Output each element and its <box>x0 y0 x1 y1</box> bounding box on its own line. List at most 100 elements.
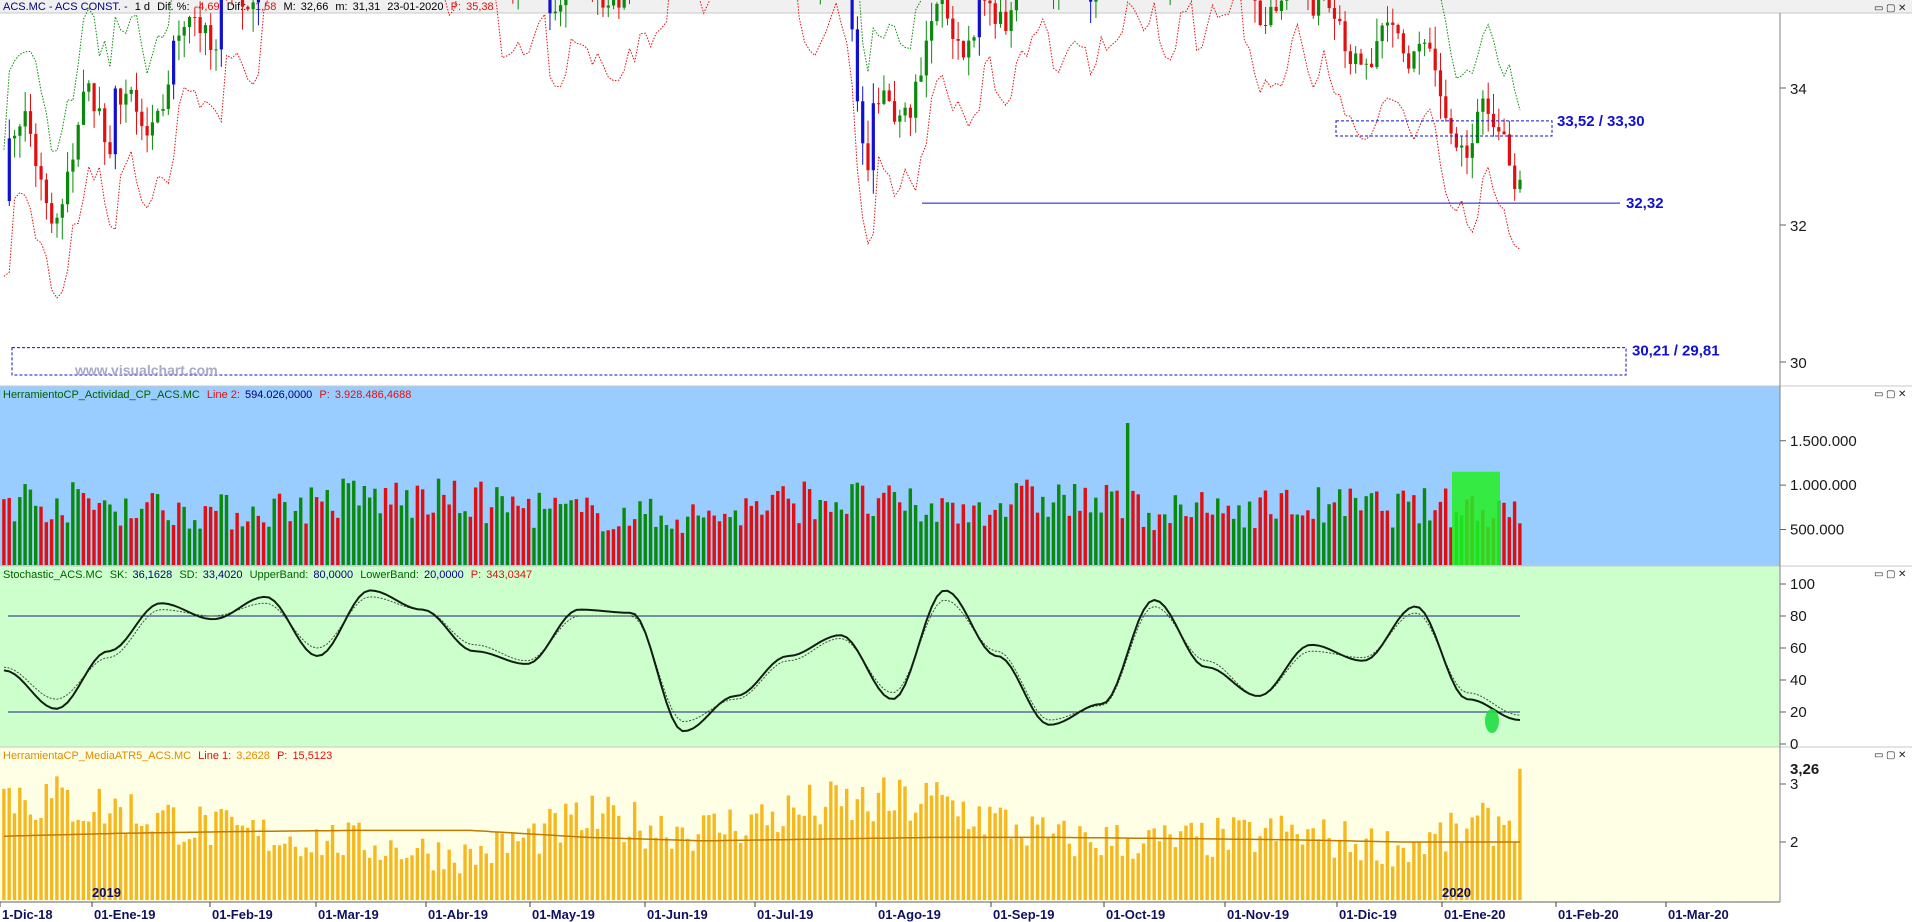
atr-bar <box>834 785 838 900</box>
candle-body <box>1428 42 1432 49</box>
atr-bar <box>532 823 536 900</box>
volume-panel[interactable]: HerramientoCP_Actividad_CP_ACS.MC Line 2… <box>0 385 1912 566</box>
price-window-controls[interactable]: ▭ ▢ ✕ <box>1874 3 1906 14</box>
volume-bar <box>7 497 11 565</box>
candle-body <box>855 29 860 102</box>
candle-body <box>1391 22 1395 25</box>
volume-bar <box>177 502 181 565</box>
atr-bar <box>919 803 923 900</box>
volume-bar <box>982 525 987 565</box>
volume-bar <box>1417 523 1421 565</box>
close-icon[interactable]: ✕ <box>1898 389 1906 400</box>
minimize-icon[interactable]: ▭ <box>1874 569 1883 580</box>
atr-bar <box>553 813 557 900</box>
candle-body <box>993 3 997 24</box>
atr-bar <box>1369 828 1374 900</box>
volume-bar <box>733 510 738 565</box>
candle-body <box>1407 53 1411 69</box>
atr-bar <box>564 803 568 900</box>
volume-bar <box>749 505 753 565</box>
candle-body <box>924 40 928 76</box>
volume-bar <box>394 482 398 565</box>
volume-bar <box>49 519 54 565</box>
candle-body <box>39 166 43 180</box>
close-icon[interactable]: ✕ <box>1898 3 1906 14</box>
volume-bar <box>383 487 388 565</box>
price-tick-label: 32 <box>1790 218 1807 235</box>
maximize-icon[interactable]: ▢ <box>1886 3 1895 14</box>
volume-bar <box>1200 492 1204 565</box>
atr-panel[interactable]: HerramientaCP_MediaATR5_ACS.MC Line 1: 3… <box>0 746 1912 902</box>
watermark: www.visualchart.com <box>74 362 218 378</box>
volume-bar <box>1401 490 1405 565</box>
volume-bar <box>1438 501 1443 565</box>
volume-bar <box>1247 501 1252 565</box>
atr-bar <box>829 781 833 900</box>
volume-bar <box>1035 512 1040 565</box>
candle-body <box>1444 96 1448 119</box>
stochastic-panel[interactable]: Stochastic_ACS.MC SK: 36,1628 SD: 33,402… <box>0 565 1912 747</box>
close-icon[interactable]: ✕ <box>1898 750 1906 761</box>
volume-bar <box>866 513 870 565</box>
volume-bar <box>1375 491 1379 565</box>
atr-bar <box>601 813 605 900</box>
volume-bar <box>579 511 584 565</box>
atr-bar <box>394 847 398 900</box>
volume-bar <box>558 504 563 565</box>
volume-bar <box>1168 523 1172 565</box>
atr-bar <box>1178 831 1183 900</box>
price-candles <box>7 0 1522 240</box>
maximize-icon[interactable]: ▢ <box>1886 569 1895 580</box>
atr-bar <box>1041 817 1045 900</box>
minimize-icon[interactable]: ▭ <box>1874 750 1883 761</box>
atr-bar <box>1316 839 1321 900</box>
atr-bar <box>426 853 430 900</box>
volume-bar <box>1343 516 1347 565</box>
lower-channel-line <box>3 0 1521 299</box>
candle-body <box>1316 0 1321 16</box>
price-panel[interactable]: ACS.MC - ACS CONST. - 1 d Dif. %: -4,69 … <box>0 0 1912 386</box>
volume-bar <box>1507 517 1511 565</box>
volume-bar <box>1163 514 1167 565</box>
maximize-icon[interactable]: ▢ <box>1886 389 1895 400</box>
atr-bar <box>60 787 64 900</box>
atr-bar <box>1481 802 1485 900</box>
candle-body <box>611 0 616 6</box>
volume-bar <box>542 508 547 565</box>
atr-line-value: 3,2628 <box>236 750 270 762</box>
atr-bar <box>1147 830 1151 900</box>
volume-bar <box>1210 514 1215 565</box>
candle-body <box>1094 0 1098 2</box>
volume-bar <box>548 508 552 565</box>
close-icon[interactable]: ✕ <box>1898 569 1906 580</box>
atr-bar <box>28 814 33 900</box>
atr-bar <box>1332 857 1337 900</box>
candle-body <box>1285 0 1289 1</box>
atr-bar <box>468 848 473 900</box>
stoch-sk-line <box>3 589 1521 733</box>
atr-bar <box>1205 855 1209 900</box>
x-axis: 1-Dic-18 01-Ene-19 01-Feb-19 01-Mar-19 01-Ab… <box>0 885 1912 922</box>
candle-body <box>919 75 923 82</box>
candle-body <box>203 25 208 34</box>
atr-window-controls[interactable]: ▭ ▢ ✕ <box>1874 750 1906 761</box>
volume-bar <box>738 525 743 565</box>
candle-body <box>1475 111 1480 144</box>
volume-window-controls[interactable]: ▭ ▢ ✕ <box>1874 389 1906 400</box>
minimize-icon[interactable]: ▭ <box>1874 3 1883 14</box>
candle-body <box>108 142 112 155</box>
stochastic-window-controls[interactable]: ▭ ▢ ✕ <box>1874 569 1906 580</box>
maximize-icon[interactable]: ▢ <box>1886 750 1895 761</box>
atr-bar <box>792 807 796 900</box>
volume-bar <box>1173 495 1178 565</box>
volume-bar <box>553 497 557 565</box>
volume-bar <box>261 522 266 565</box>
volume-bar <box>330 510 335 565</box>
atr-bar <box>935 782 939 900</box>
volume-bar <box>670 528 674 565</box>
volume-bar <box>770 494 775 565</box>
atr-bar <box>230 816 234 900</box>
volume-bar <box>829 511 833 565</box>
atr-bar <box>744 835 748 900</box>
minimize-icon[interactable]: ▭ <box>1874 389 1883 400</box>
